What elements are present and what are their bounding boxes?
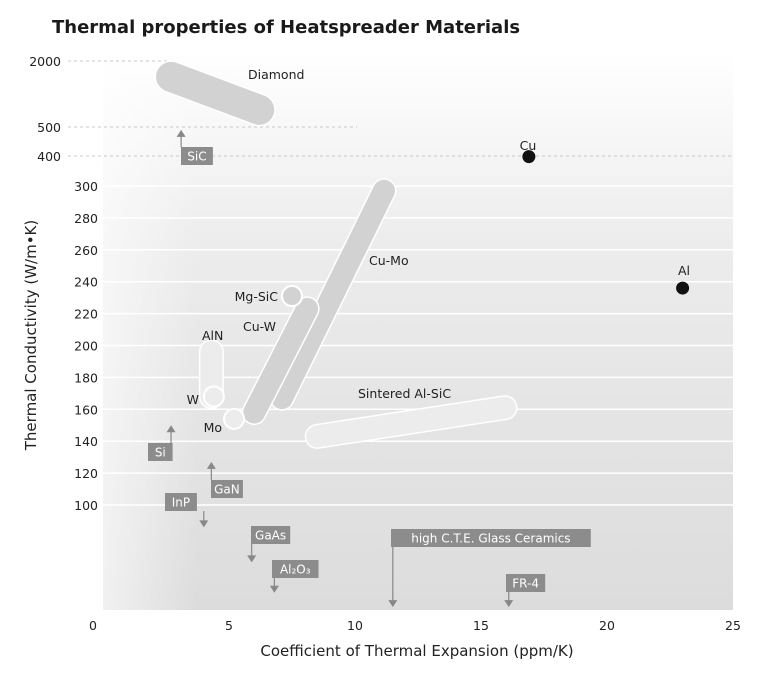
arrow-marker-fr-4: FR-4 xyxy=(504,574,546,608)
x-tick-label: 5 xyxy=(225,618,233,633)
material-tag-label: InP xyxy=(172,496,190,510)
y-tick-label: 100 xyxy=(74,498,98,513)
material-tag-label: Al₂O₃ xyxy=(280,563,311,577)
range-label: Diamond xyxy=(248,67,304,82)
range-label: Cu-W xyxy=(243,319,276,334)
material-tag-label: GaN xyxy=(214,483,240,497)
range-label: Sintered Al-SiC xyxy=(358,386,451,401)
y-tick-label: 300 xyxy=(74,179,98,194)
material-tag-label: FR-4 xyxy=(512,577,539,591)
range-bar-cu-w xyxy=(243,297,319,424)
chart-title: Thermal properties of Heatspreader Mater… xyxy=(52,17,520,38)
y-ticks: 100 120 140 160 180 200 220 240 260 280 300 400 500 2… xyxy=(29,54,98,513)
y-tick-label: 160 xyxy=(74,402,98,417)
y-tick-label: 2000 xyxy=(29,54,61,69)
arrow-up-icon xyxy=(176,129,186,137)
y-tick-label: 200 xyxy=(74,339,98,354)
range-bar-sintered-al-sic xyxy=(306,396,516,448)
arrow-up-icon xyxy=(206,461,216,469)
arrow-marker-gaas: GaAs xyxy=(247,526,291,563)
y-tick-label: 280 xyxy=(74,211,98,226)
material-tag xyxy=(391,529,591,547)
y-tick-label: 140 xyxy=(74,434,98,449)
material-tag xyxy=(211,480,243,498)
point-label: W xyxy=(187,392,199,407)
arrow-down-icon xyxy=(504,600,514,608)
arrow-marker-gan: GaN xyxy=(206,461,243,498)
arrow-marker-high-c-t-e-glass-ceramics: high C.T.E. Glass Ceramics xyxy=(388,529,591,608)
material-tag xyxy=(148,443,173,461)
x-tick-label: 20 xyxy=(599,618,615,633)
y-tick-label: 120 xyxy=(74,466,98,481)
material-tag-label: high C.T.E. Glass Ceramics xyxy=(411,532,570,546)
grid xyxy=(68,60,733,506)
material-tag xyxy=(251,526,291,544)
arrow-marker-al2o3: Al₂O₃ xyxy=(269,560,319,593)
range-bar-cu-mo xyxy=(270,179,395,410)
x-tick-label: 10 xyxy=(347,618,363,633)
point-label: Cu xyxy=(520,138,537,153)
range-bar-diamond xyxy=(156,61,275,125)
arrow-marker-sic: SiC xyxy=(176,129,213,165)
data-point-mg-sic xyxy=(281,285,303,308)
material-tag xyxy=(181,147,213,165)
y-tick-label: 180 xyxy=(74,370,98,385)
material-tag-label: GaAs xyxy=(255,529,286,543)
material-tag xyxy=(272,560,319,578)
data-point-w xyxy=(202,385,225,408)
point-label: Al xyxy=(678,263,690,278)
point-label: Mo xyxy=(204,420,222,435)
arrow-down-icon xyxy=(269,585,279,593)
arrow-down-icon xyxy=(247,555,257,563)
material-tag xyxy=(506,574,546,592)
arrow-marker-si: Si xyxy=(148,425,176,461)
point-label: Mg-SiC xyxy=(235,289,279,304)
range-label: Cu-Mo xyxy=(369,253,409,268)
y-axis-label: Thermal Conductivity (W/m•K) xyxy=(22,220,40,451)
x-tick-label: 15 xyxy=(473,618,489,633)
y-tick-label: 240 xyxy=(74,275,98,290)
arrow-up-icon xyxy=(166,425,176,433)
arrow-down-icon xyxy=(388,600,398,608)
material-tag-label: Si xyxy=(155,446,166,460)
plot-background-fade xyxy=(103,50,733,610)
marks: Diamond Cu-Mo Cu-W AlN Sintered Al-SiC Mg-SiC… xyxy=(148,60,690,608)
data-point-mo xyxy=(223,407,246,430)
arrow-marker-inp: InP xyxy=(165,493,209,528)
material-tag-label: SiC xyxy=(187,150,206,164)
x-axis-label: Coefficient of Thermal Expansion (ppm/K) xyxy=(260,642,573,660)
y-tick-label: 400 xyxy=(37,149,61,164)
y-tick-label: 500 xyxy=(37,120,61,135)
x-tick-label: 0 xyxy=(89,618,97,633)
data-point-al xyxy=(676,281,690,295)
arrow-down-icon xyxy=(199,520,209,528)
data-point-cu xyxy=(522,150,536,164)
range-label: AlN xyxy=(202,328,223,343)
x-ticks: 0 5 10 15 20 25 xyxy=(89,610,741,633)
material-tag xyxy=(165,493,197,511)
x-tick-label: 25 xyxy=(725,618,741,633)
y-tick-label: 220 xyxy=(74,307,98,322)
y-tick-label: 260 xyxy=(74,243,98,258)
